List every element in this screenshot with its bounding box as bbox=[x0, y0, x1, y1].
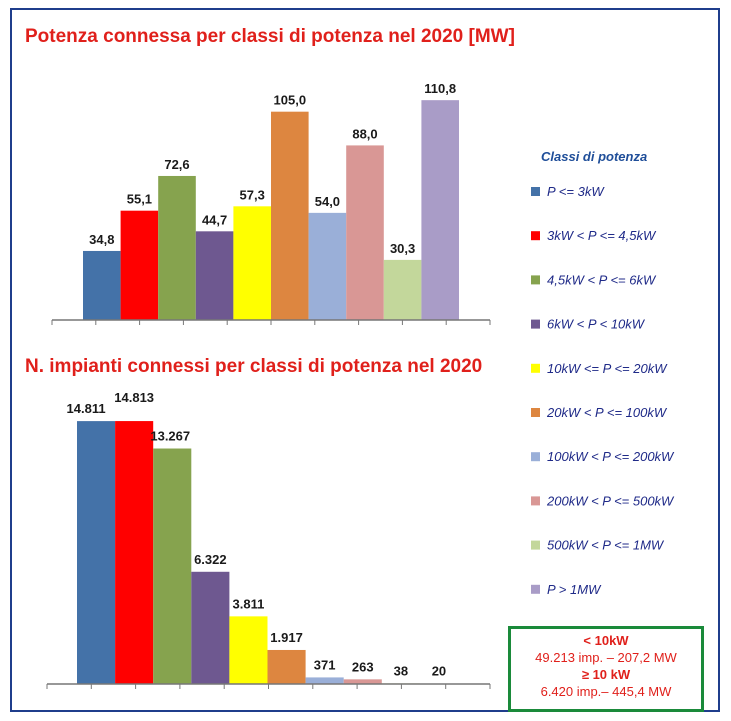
c2-value-label-4: 6.322 bbox=[194, 552, 227, 567]
legend-swatch-1 bbox=[531, 187, 540, 196]
c1-bar-6 bbox=[271, 111, 309, 321]
c1-bar-5 bbox=[233, 206, 271, 320]
legend-label-1: P <= 3kW bbox=[547, 184, 605, 199]
c1-value-label-9: 30,3 bbox=[390, 241, 415, 256]
chart2-title: N. impianti connessi per classi di poten… bbox=[25, 356, 482, 377]
legend-swatch-5 bbox=[531, 363, 540, 373]
legend-swatch-2 bbox=[531, 231, 540, 241]
c1-bar-8 bbox=[346, 145, 384, 320]
summary-small-value: 49.213 imp. – 207,2 MW bbox=[535, 650, 677, 665]
c1-value-label-7: 54,0 bbox=[315, 194, 340, 209]
chart2-plot: 14.811 14.813 13.267 6.322 3.811 1.917 371 263 3… bbox=[46, 390, 491, 689]
c1-bar-4 bbox=[195, 231, 234, 320]
chart1-title: Potenza connessa per classi di potenza n… bbox=[25, 26, 515, 47]
legend-label-9: 500kW < P <= 1MW bbox=[547, 538, 665, 553]
c1-value-label-1: 34,8 bbox=[89, 232, 114, 247]
c2-bar-1 bbox=[77, 421, 116, 684]
summary-large-label: ≥ 10 kW bbox=[581, 667, 631, 682]
legend-swatch-7 bbox=[531, 452, 540, 462]
c2-bar-4 bbox=[191, 571, 230, 684]
c1-value-label-3: 72,6 bbox=[164, 157, 189, 172]
c1-value-label-5: 57,3 bbox=[240, 187, 265, 202]
legend: P <= 3kW 3kW < P <= 4,5kW 4,5kW < P <= 6kW… bbox=[531, 184, 675, 597]
c2-bar-7 bbox=[305, 677, 344, 684]
c1-bar-9 bbox=[383, 259, 422, 320]
c1-bar-2 bbox=[120, 210, 159, 320]
c2-value-label-3: 13.267 bbox=[150, 429, 190, 444]
c1-bar-10 bbox=[421, 100, 459, 321]
c1-value-label-6: 105,0 bbox=[274, 93, 307, 108]
legend-swatch-3 bbox=[531, 275, 540, 285]
c2-value-label-6: 1.917 bbox=[270, 630, 303, 645]
c2-value-label-7: 371 bbox=[314, 657, 336, 672]
legend-title: Classi di potenza bbox=[541, 149, 647, 164]
legend-swatch-10 bbox=[531, 584, 540, 594]
c2-bar-6 bbox=[267, 649, 306, 684]
legend-label-6: 20kW < P <= 100kW bbox=[546, 405, 668, 420]
legend-label-7: 100kW < P <= 200kW bbox=[547, 449, 675, 464]
summary-box: < 10kW 49.213 imp. – 207,2 MW ≥ 10 kW 6.… bbox=[508, 626, 704, 712]
c2-bar-8 bbox=[343, 679, 382, 684]
c1-bar-1 bbox=[83, 250, 121, 320]
c2-value-label-2: 14.813 bbox=[114, 390, 154, 405]
summary-large-value: 6.420 imp.– 445,4 MW bbox=[540, 684, 672, 699]
summary-small-label: < 10kW bbox=[583, 633, 629, 648]
c2-value-label-8: 263 bbox=[352, 659, 374, 674]
c1-value-label-2: 55,1 bbox=[127, 192, 152, 207]
legend-swatch-4 bbox=[531, 319, 540, 329]
c2-bar-3 bbox=[153, 448, 192, 684]
c2-value-label-1: 14.811 bbox=[67, 401, 106, 416]
c1-value-label-10: 110,8 bbox=[424, 81, 456, 96]
c1-value-label-8: 88,0 bbox=[352, 126, 377, 141]
legend-swatch-6 bbox=[531, 408, 540, 417]
c2-value-label-5: 3.811 bbox=[233, 596, 265, 611]
legend-label-2: 3kW < P <= 4,5kW bbox=[547, 228, 657, 243]
legend-label-8: 200kW < P <= 500kW bbox=[546, 493, 675, 508]
c2-bar-5 bbox=[229, 616, 268, 684]
legend-label-10: P > 1MW bbox=[547, 582, 602, 597]
c1-bar-3 bbox=[158, 175, 196, 320]
legend-swatch-8 bbox=[531, 496, 540, 506]
c2-bar-2 bbox=[115, 421, 154, 684]
chart1-plot: 34,8 55,1 72,6 44,7 57,3 105,0 54,0 88,0 30,3 110… bbox=[51, 81, 491, 325]
legend-label-3: 4,5kW < P <= 6kW bbox=[547, 272, 657, 287]
c2-value-label-9: 38 bbox=[394, 663, 408, 678]
c2-value-label-10: 20 bbox=[432, 664, 446, 679]
c1-value-label-4: 44,7 bbox=[202, 212, 227, 227]
legend-label-4: 6kW < P < 10kW bbox=[547, 317, 646, 332]
legend-swatch-9 bbox=[531, 540, 540, 550]
c1-bar-7 bbox=[308, 212, 347, 320]
legend-label-5: 10kW <= P <= 20kW bbox=[547, 361, 668, 376]
